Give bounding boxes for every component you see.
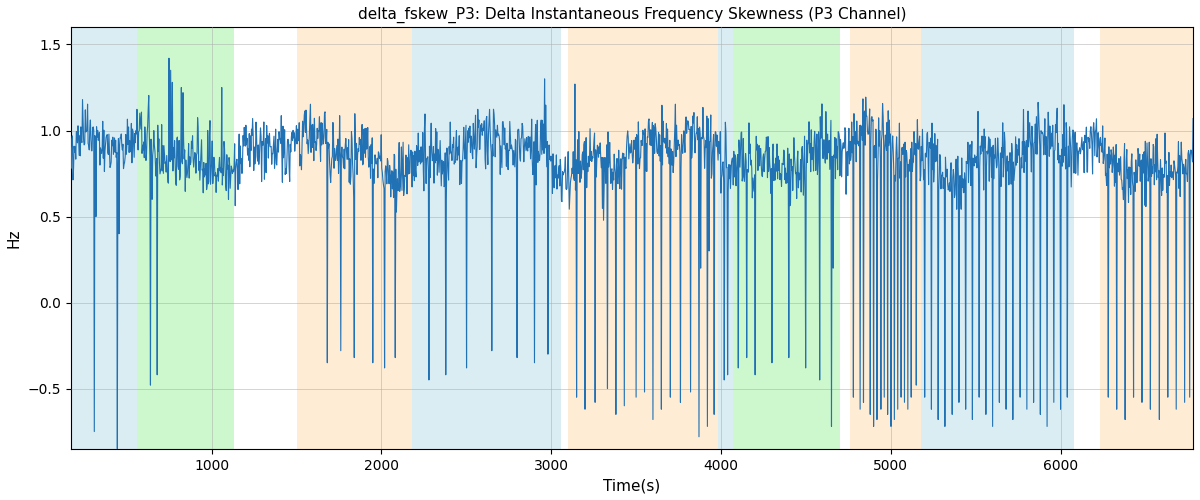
Bar [412,28,562,449]
Y-axis label: Hz: Hz [7,228,22,248]
Bar [137,28,234,449]
Bar [71,28,137,449]
Bar [569,28,718,449]
Bar [922,28,1074,449]
Bar [296,28,412,449]
Bar [1099,28,1193,449]
Bar [718,28,733,449]
Title: delta_fskew_P3: Delta Instantaneous Frequency Skewness (P3 Channel): delta_fskew_P3: Delta Instantaneous Freq… [358,7,906,23]
X-axis label: Time(s): Time(s) [604,478,660,493]
Bar [850,28,922,449]
Bar [733,28,840,449]
